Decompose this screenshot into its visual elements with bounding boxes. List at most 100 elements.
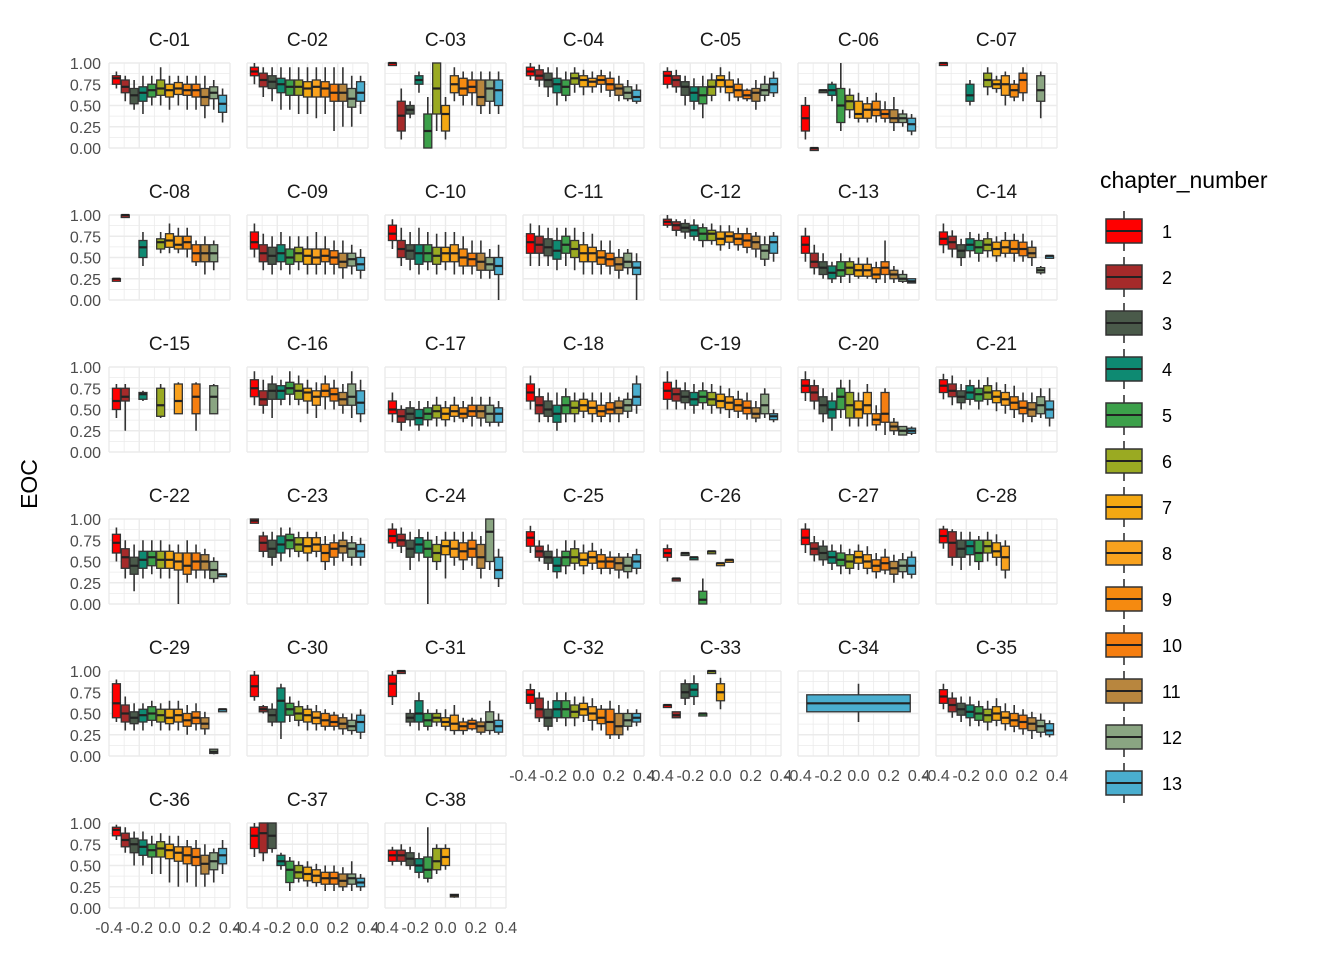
box-8	[1000, 71, 1010, 106]
box-5	[698, 223, 708, 248]
box-7	[853, 92, 864, 123]
box-10	[191, 382, 201, 431]
facet-panel: C-07	[935, 30, 1058, 149]
box-6	[983, 700, 993, 731]
y-tick-label: 0.00	[70, 293, 101, 310]
box-3	[543, 544, 553, 570]
box-9	[733, 78, 743, 102]
box-2	[534, 540, 544, 562]
box-body	[329, 714, 339, 727]
y-tick-label: 1.00	[70, 360, 101, 377]
box-3	[956, 238, 966, 266]
facet-panel: C-21	[935, 334, 1058, 453]
box-13	[1044, 254, 1055, 259]
box-3	[405, 531, 415, 570]
y-tick-label: 1.00	[70, 56, 101, 73]
box-6	[432, 396, 442, 427]
box-body	[1018, 72, 1028, 94]
box-13	[631, 84, 642, 104]
box-8	[311, 67, 321, 119]
box-12	[1036, 266, 1046, 275]
box-9	[182, 705, 192, 735]
box-12	[898, 270, 908, 283]
box-1	[938, 223, 949, 254]
box-10	[329, 865, 339, 891]
box-6	[294, 700, 304, 727]
box-6	[845, 548, 855, 575]
box-12	[1036, 388, 1046, 418]
box-body	[111, 387, 122, 411]
box-13	[493, 71, 504, 114]
box-13	[493, 713, 504, 735]
box-4	[414, 401, 424, 431]
box-2	[671, 219, 681, 237]
box-body	[631, 383, 642, 406]
box-3	[267, 531, 277, 566]
box-7	[578, 69, 589, 96]
box-5	[561, 540, 571, 575]
box-body	[249, 231, 260, 250]
box-10	[1018, 67, 1028, 102]
facet-strip-label: C-32	[563, 638, 604, 659]
box-13	[493, 548, 504, 587]
box-6	[294, 236, 304, 271]
legend-label: 13	[1162, 774, 1182, 794]
facet-panel: C-18	[522, 334, 645, 453]
box-body	[347, 542, 357, 558]
facet-panel: C-37 -0.4 -0.2 0.0 0.2 0.4	[233, 790, 379, 937]
box-body	[707, 229, 717, 242]
y-tick-label: 0.75	[70, 837, 101, 854]
box-1	[938, 683, 949, 710]
box-9	[182, 840, 192, 883]
box-8	[1000, 232, 1010, 258]
box-12	[623, 553, 633, 579]
box-3	[267, 67, 277, 102]
box-body	[1044, 723, 1055, 736]
box-6	[294, 861, 304, 883]
box-1	[249, 223, 260, 258]
box-13	[906, 278, 917, 284]
box-6	[570, 227, 580, 271]
box-5	[836, 63, 846, 131]
facet-strip-label: C-31	[425, 638, 466, 659]
box-4	[138, 390, 148, 401]
facet-panel: C-17	[384, 334, 507, 453]
box-4	[689, 219, 699, 241]
x-tick-label: -0.4	[922, 768, 950, 785]
box-7	[853, 257, 864, 279]
box-7	[715, 67, 726, 93]
box-body	[173, 235, 183, 250]
box-4	[827, 261, 837, 283]
box-11	[476, 71, 486, 114]
box-3	[543, 67, 553, 97]
box-body	[258, 822, 268, 854]
x-tick-label: 0.0	[847, 768, 869, 785]
box-6	[570, 540, 580, 570]
box-7	[440, 97, 451, 140]
box-5	[561, 692, 571, 727]
box-body	[440, 539, 451, 556]
box-12	[209, 748, 219, 755]
facet-panel: C-22 0.00 0.25 0.50 0.75 1.00	[70, 486, 231, 614]
box-10	[742, 227, 752, 254]
box-10	[880, 548, 890, 575]
box-1	[249, 518, 260, 524]
facet-panel: C-14	[935, 182, 1058, 301]
x-tick-label: 0.0	[434, 920, 456, 937]
facet-panel: C-13	[797, 182, 920, 301]
x-tick-label: 0.4	[1046, 768, 1068, 785]
box-body	[809, 252, 819, 269]
box-7	[302, 67, 313, 114]
facet-panel: C-04	[522, 30, 645, 149]
box-4	[965, 232, 975, 258]
box-7	[440, 709, 451, 731]
box-2	[671, 69, 681, 93]
y-tick-label: 0.25	[70, 880, 101, 897]
box-body	[120, 548, 130, 569]
box-4	[276, 527, 286, 562]
legend-label: 2	[1162, 268, 1172, 288]
box-3	[543, 227, 553, 266]
x-tick-label: -0.2	[125, 920, 153, 937]
box-13	[355, 75, 366, 114]
